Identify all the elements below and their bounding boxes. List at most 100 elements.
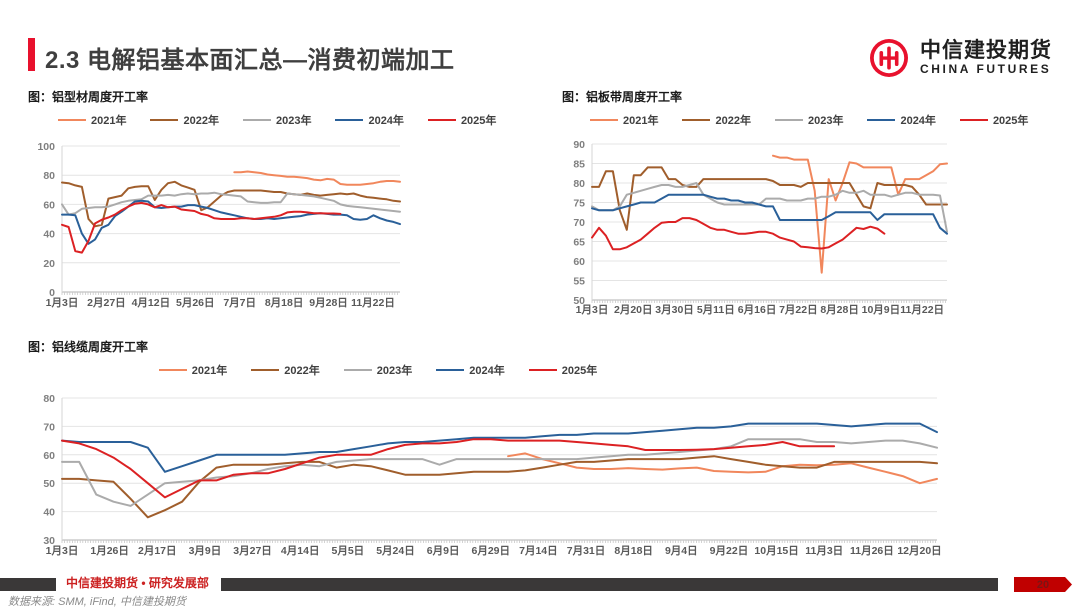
svg-text:7月7日: 7月7日 [223,297,256,309]
svg-text:5月11日: 5月11日 [697,304,735,316]
chart-legend: 2021年 2022年 2023年 2024年 2025年 [590,112,1057,128]
svg-text:40: 40 [43,507,55,519]
legend-item-2023年: 2023年 [774,112,843,128]
page-title: 2.3 电解铝基本面汇总—消费初端加工 [45,47,455,74]
data-source-note: 数据来源: SMM, iFind, 中信建投期货 [8,596,186,608]
svg-text:12月20日: 12月20日 [897,545,941,557]
legend-item-2024年: 2024年 [867,112,936,128]
legend-label: 2025年 [992,115,1029,127]
legend-item-2021年: 2021年 [590,112,658,128]
legend-item-2023年: 2023年 [242,112,311,128]
svg-text:2月20日: 2月20日 [614,304,653,316]
svg-text:8月28日: 8月28日 [820,304,859,316]
chart-title: 图：铝板带周度开工率 [562,90,683,104]
legend-label: 2025年 [561,365,598,377]
legend-swatch-icon [158,369,187,371]
logo-name-en: CHINA FUTURES [920,62,1052,77]
svg-text:8月18日: 8月18日 [265,297,304,309]
svg-text:6月9日: 6月9日 [427,545,460,557]
svg-text:85: 85 [573,159,585,171]
svg-text:2月27日: 2月27日 [87,297,126,309]
svg-text:60: 60 [43,199,55,211]
svg-text:7月22日: 7月22日 [779,304,818,316]
svg-text:0: 0 [49,287,55,299]
legend-swatch-icon [343,369,372,371]
line-chart-canvas: 50 55 60 65 70 75 80 85 90 1月3日 2月20日 3月30日 5月11日 6月1… [573,139,948,316]
footer-bar-segment [220,578,998,591]
legend-item-2022年: 2022年 [150,112,219,128]
svg-text:50: 50 [573,295,585,307]
svg-text:20: 20 [43,258,55,270]
svg-text:4月12日: 4月12日 [132,297,171,309]
legend-swatch-icon [427,119,456,121]
legend-swatch-icon [335,119,364,121]
citic-logo-icon [870,39,908,77]
footer-bar: 中信建投期货 • 研究发展部 [0,576,998,591]
svg-text:80: 80 [573,178,585,190]
svg-text:60: 60 [573,256,585,268]
legend-swatch-icon [150,119,179,121]
svg-text:2月17日: 2月17日 [138,545,177,557]
legend-swatch-icon [959,119,988,121]
svg-text:11月22日: 11月22日 [900,304,944,316]
svg-text:6月29日: 6月29日 [471,545,510,557]
svg-text:8月18日: 8月18日 [614,545,653,557]
legend-item-2021年: 2021年 [58,112,126,128]
svg-text:90: 90 [573,139,585,151]
svg-text:1月3日: 1月3日 [46,545,79,557]
footer-bar-segment [0,578,56,591]
title-accent-bar [28,38,35,71]
svg-text:5月5日: 5月5日 [331,545,364,557]
logo-text: 中信建投期货 CHINA FUTURES [920,39,1052,77]
legend-item-2022年: 2022年 [682,112,751,128]
page-number-badge: 20 [1014,577,1072,592]
line-chart-canvas: 30 40 50 60 70 80 1月3日 1月26日 2月17日 3月9日 3月27日 4月14日… [43,393,941,557]
svg-text:40: 40 [43,229,55,241]
legend-swatch-icon [682,119,711,121]
legend-label: 2022年 [284,365,320,377]
legend-label: 2021年 [91,115,127,127]
svg-text:9月22日: 9月22日 [710,545,749,557]
chart-title: 图：铝型材周度开工率 [28,90,149,104]
legend-label: 2022年 [183,115,219,127]
legend-item-2021年: 2021年 [158,362,227,378]
legend-label: 2022年 [715,115,751,127]
svg-text:7月14日: 7月14日 [519,545,558,557]
legend-swatch-icon [242,119,271,121]
svg-text:3月30日: 3月30日 [655,304,694,316]
legend-swatch-icon [774,119,803,121]
line-chart-canvas: 0 20 40 60 80 100 1月3日 2月27日 4月12日 5月26日 7月7日 8月18日… [37,141,401,309]
svg-text:9月28日: 9月28日 [309,297,348,309]
legend-swatch-icon [867,119,896,121]
svg-text:6月16日: 6月16日 [738,304,777,316]
chart-legend: 2021年 2022年 2023年 2024年 2025年 [28,362,728,378]
chart-aluminum-profile: 图：铝型材周度开工率 2021年 2022年 2023年 2024年 2025年 0 20… [28,88,536,314]
svg-text:5月24日: 5月24日 [376,545,415,557]
svg-text:3月9日: 3月9日 [189,545,222,557]
legend-label: 2021年 [623,115,659,127]
legend-item-2025年: 2025年 [427,112,496,128]
svg-text:100: 100 [37,141,55,153]
company-logo: 中信建投期货 CHINA FUTURES [867,36,1052,80]
legend-label: 2024年 [900,115,936,127]
legend-item-2025年: 2025年 [959,112,1029,128]
svg-text:55: 55 [573,276,585,288]
legend-label: 2024年 [469,365,505,377]
legend-item-2024年: 2024年 [436,362,505,378]
svg-text:9月4日: 9月4日 [665,545,698,557]
chart-aluminum-sheet-strip: 图：铝板带周度开工率 2021年 2022年 2023年 2024年 2025年 50 5… [562,88,1057,316]
svg-text:1月3日: 1月3日 [46,297,79,309]
legend-item-2024年: 2024年 [335,112,404,128]
svg-text:11月26日: 11月26日 [850,545,894,557]
legend-swatch-icon [251,369,280,371]
svg-text:50: 50 [43,478,55,490]
legend-swatch-icon [590,119,618,121]
legend-label: 2024年 [368,115,404,127]
svg-text:70: 70 [573,217,585,229]
svg-text:11月22日: 11月22日 [351,297,395,309]
chart-aluminum-wire-cable: 图：铝线缆周度开工率 2021年 2022年 2023年 2024年 2025年 30 4… [28,338,1058,560]
legend-item-2022年: 2022年 [251,362,320,378]
svg-text:4月14日: 4月14日 [281,545,320,557]
logo-name-cn: 中信建投期货 [920,39,1052,63]
